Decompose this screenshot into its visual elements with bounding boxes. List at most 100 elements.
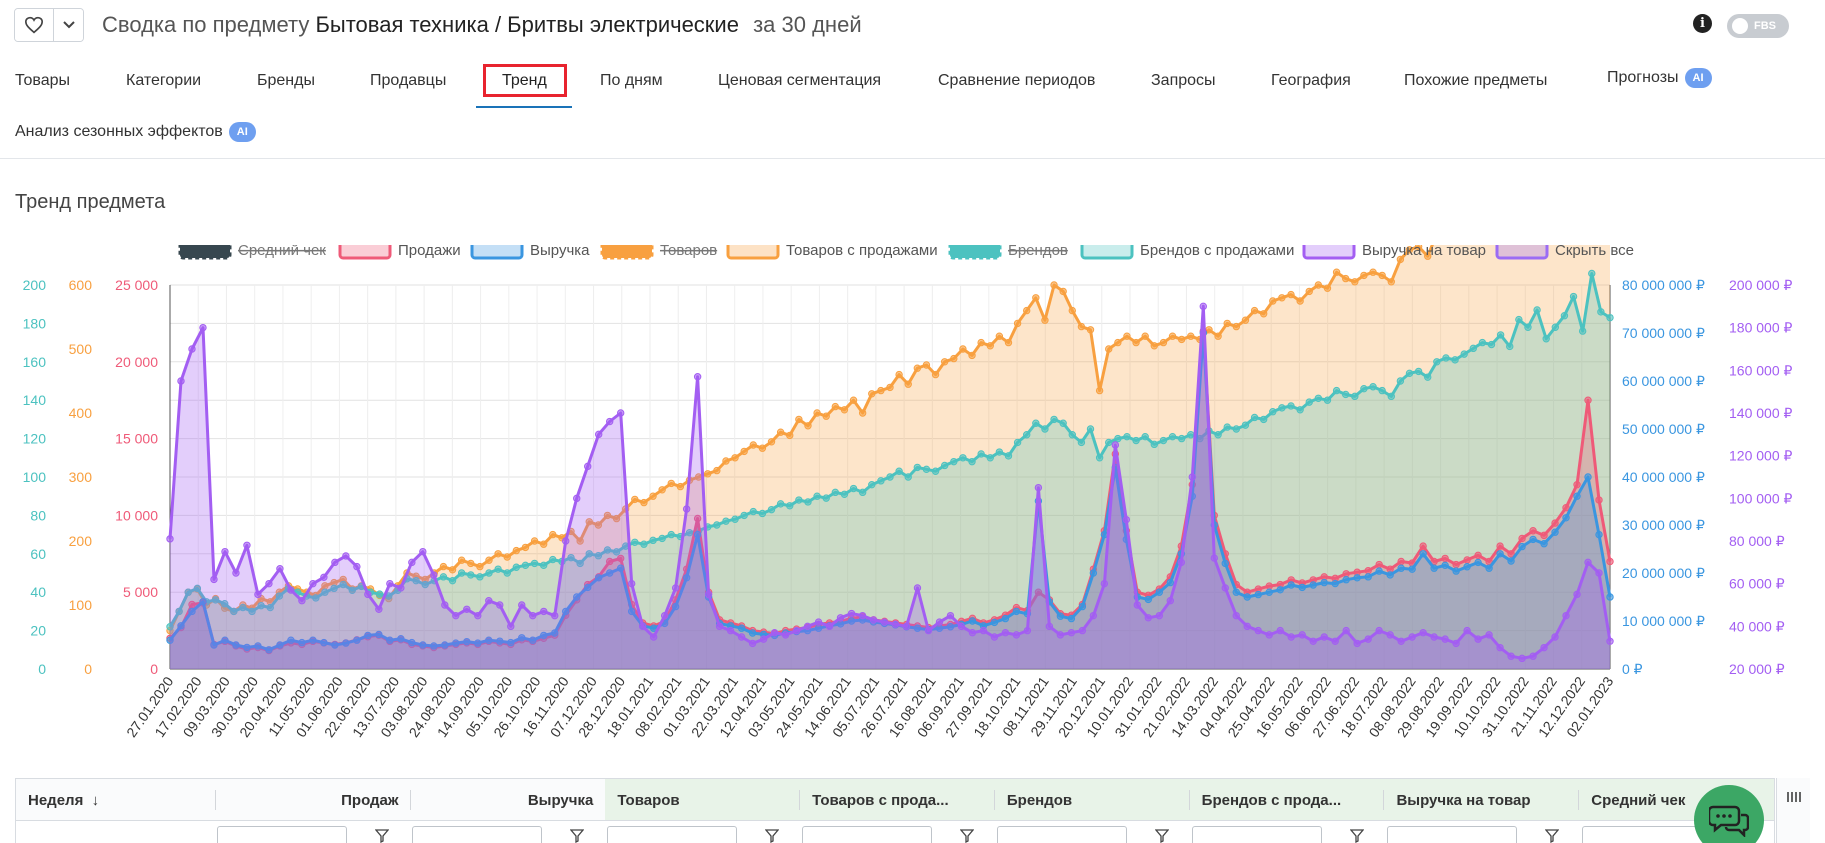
- column-tools[interactable]: [1776, 778, 1810, 843]
- data-point-revenue: [287, 636, 295, 644]
- column-filter-input[interactable]: [1192, 826, 1322, 843]
- filter-icon[interactable]: [1350, 829, 1364, 843]
- column-filter-input[interactable]: [1582, 826, 1712, 843]
- legend-item-goods_sales[interactable]: Товаров с продажами: [726, 245, 938, 260]
- legend-item-revenue[interactable]: Выручка: [470, 245, 590, 260]
- data-point-goods_sales: [1305, 287, 1313, 296]
- column-revenue-per-item[interactable]: Выручка на товар: [1384, 779, 1580, 821]
- data-point-rev_per_item: [452, 611, 460, 620]
- data-point-rev_per_item: [1177, 558, 1185, 567]
- fbs-toggle[interactable]: FBS: [1727, 14, 1789, 38]
- filter-icon[interactable]: [375, 829, 389, 843]
- column-goods-with-sales[interactable]: Товаров с прода...: [800, 779, 995, 821]
- data-point-revenue: [1056, 612, 1065, 620]
- data-point-revenue: [353, 636, 361, 644]
- tab-forecasts[interactable]: Прогнозы AI: [1607, 68, 1712, 88]
- data-point-rev_per_item: [1221, 584, 1229, 592]
- data-point-rev_per_item: [913, 584, 922, 592]
- data-point-brands_sales: [485, 569, 493, 577]
- data-point-goods_sales: [1150, 342, 1159, 350]
- data-point-rev_per_item: [463, 605, 471, 613]
- data-point-brands_sales: [1460, 350, 1468, 358]
- data-point-revenue: [1419, 550, 1427, 558]
- data-point-brands_sales: [530, 559, 539, 568]
- column-goods[interactable]: Товаров: [605, 779, 801, 821]
- data-point-rev_per_item: [1507, 652, 1515, 660]
- data-point-rev_per_item: [210, 575, 218, 584]
- data-point-revenue: [605, 569, 614, 577]
- filter-icon[interactable]: [1155, 829, 1169, 843]
- column-brands-with-sales[interactable]: Брендов с прода...: [1189, 779, 1385, 821]
- data-point-brands_sales: [913, 463, 922, 472]
- data-point-brands_sales: [166, 623, 174, 631]
- tab-sellers[interactable]: Продавцы: [370, 72, 447, 89]
- y-tick-label-rev_per_item: 200 000 ₽: [1729, 277, 1792, 293]
- tab-period-comparison[interactable]: Сравнение периодов: [938, 72, 1096, 89]
- tab-price-segmentation[interactable]: Ценовая сегментация: [718, 72, 882, 89]
- legend-item-brands[interactable]: Брендов: [948, 245, 1068, 260]
- chat-button[interactable]: [1694, 785, 1764, 843]
- legend-item-check[interactable]: Средний чек: [178, 245, 326, 260]
- data-point-rev_per_item: [1386, 631, 1394, 639]
- data-point-brands_sales: [986, 454, 994, 462]
- data-point-revenue: [1287, 581, 1295, 589]
- data-point-brands_sales: [248, 607, 256, 616]
- column-filter-input[interactable]: [1387, 826, 1517, 843]
- data-point-brands_sales: [1588, 269, 1596, 278]
- series-rev_per_item: [166, 302, 1614, 669]
- column-brands[interactable]: Брендов: [994, 779, 1190, 821]
- tab-geography[interactable]: География: [1271, 72, 1351, 89]
- data-point-revenue: [1584, 473, 1592, 481]
- column-week[interactable]: Неделя ↓: [16, 779, 216, 821]
- data-point-goods_sales: [849, 396, 858, 404]
- tab-trend[interactable]: Тренд: [502, 72, 547, 89]
- y-tick-label-sales: 0: [150, 661, 158, 677]
- data-point-brands_sales: [339, 580, 347, 589]
- title-period: за 30 дней: [753, 12, 862, 37]
- column-filter-input[interactable]: [412, 826, 542, 843]
- data-point-goods_sales: [612, 514, 621, 523]
- heart-icon: [24, 16, 44, 34]
- column-filter-input[interactable]: [217, 826, 347, 843]
- data-point-goods_sales: [1378, 271, 1386, 280]
- column-sales[interactable]: Продаж: [216, 779, 411, 821]
- data-point-revenue: [342, 639, 350, 647]
- data-point-goods_sales: [1424, 252, 1432, 260]
- tab-goods[interactable]: Товары: [15, 72, 71, 89]
- tab-queries[interactable]: Запросы: [1151, 72, 1216, 89]
- tab-brands[interactable]: Бренды: [257, 72, 315, 89]
- y-tick-label-goods: 300: [69, 469, 93, 485]
- filter-icon[interactable]: [1545, 829, 1559, 843]
- favorite-button[interactable]: [15, 9, 53, 41]
- data-point-goods_sales: [1360, 271, 1368, 280]
- legend-item-rev_per_item[interactable]: Выручка на товар: [1302, 245, 1486, 260]
- favorite-dropdown-button[interactable]: [53, 9, 83, 41]
- data-point-brands_sales: [1168, 432, 1177, 441]
- filter-icon[interactable]: [570, 829, 584, 843]
- info-icon[interactable]: i: [1693, 14, 1712, 33]
- filter-icon[interactable]: [960, 829, 974, 843]
- data-point-revenue: [1001, 614, 1010, 623]
- column-revenue[interactable]: Выручка: [527, 791, 594, 809]
- data-point-rev_per_item: [430, 571, 438, 579]
- column-filter-input[interactable]: [997, 826, 1127, 843]
- data-point-brands_sales: [931, 467, 940, 475]
- legend-item-goods[interactable]: Товаров: [600, 245, 717, 260]
- column-filter-input[interactable]: [607, 826, 737, 843]
- data-point-revenue: [1089, 569, 1098, 577]
- tab-seasonal-analysis[interactable]: Анализ сезонных эффектов AI: [15, 122, 256, 142]
- legend-item-sales[interactable]: Продажи: [338, 245, 461, 260]
- legend-item-hide_all[interactable]: Скрыть все: [1495, 245, 1634, 260]
- y-tick-label-sales: 5 000: [123, 584, 158, 600]
- tab-by-days[interactable]: По дням: [600, 72, 663, 89]
- data-point-goods_sales: [476, 562, 484, 571]
- legend-item-brands_sales[interactable]: Брендов с продажами: [1080, 245, 1294, 260]
- data-point-rev_per_item: [1254, 626, 1262, 635]
- column-filter-input[interactable]: [802, 826, 932, 843]
- data-point-rev_per_item: [946, 611, 955, 620]
- filter-icon[interactable]: [765, 829, 779, 843]
- data-point-rev_per_item: [726, 626, 735, 635]
- tab-categories[interactable]: Категории: [126, 72, 202, 89]
- data-point-revenue: [573, 593, 581, 601]
- tab-similar-subjects[interactable]: Похожие предметы: [1404, 72, 1548, 89]
